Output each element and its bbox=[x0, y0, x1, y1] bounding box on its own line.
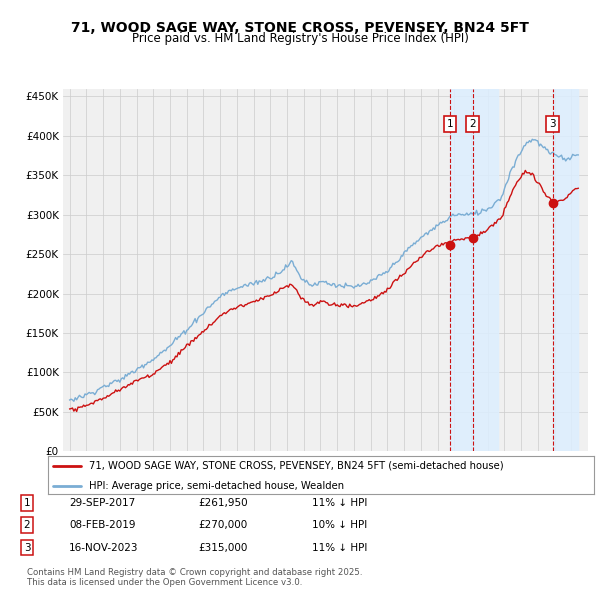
Text: £261,950: £261,950 bbox=[198, 498, 248, 507]
Bar bbox=[553, 88, 578, 451]
Text: Price paid vs. HM Land Registry's House Price Index (HPI): Price paid vs. HM Land Registry's House … bbox=[131, 32, 469, 45]
Text: 1: 1 bbox=[23, 498, 31, 507]
Text: 10% ↓ HPI: 10% ↓ HPI bbox=[312, 520, 367, 530]
Bar bbox=[450, 88, 475, 451]
Text: 2: 2 bbox=[23, 520, 31, 530]
Text: Contains HM Land Registry data © Crown copyright and database right 2025.
This d: Contains HM Land Registry data © Crown c… bbox=[27, 568, 362, 587]
Text: 1: 1 bbox=[447, 119, 454, 129]
Text: HPI: Average price, semi-detached house, Wealden: HPI: Average price, semi-detached house,… bbox=[89, 481, 344, 491]
Text: 08-FEB-2019: 08-FEB-2019 bbox=[69, 520, 136, 530]
Text: 71, WOOD SAGE WAY, STONE CROSS, PEVENSEY, BN24 5FT (semi-detached house): 71, WOOD SAGE WAY, STONE CROSS, PEVENSEY… bbox=[89, 461, 503, 471]
Text: 71, WOOD SAGE WAY, STONE CROSS, PEVENSEY, BN24 5FT: 71, WOOD SAGE WAY, STONE CROSS, PEVENSEY… bbox=[71, 21, 529, 35]
Text: 29-SEP-2017: 29-SEP-2017 bbox=[69, 498, 135, 507]
Text: 2: 2 bbox=[469, 119, 476, 129]
Text: 3: 3 bbox=[23, 543, 31, 552]
Text: 11% ↓ HPI: 11% ↓ HPI bbox=[312, 498, 367, 507]
Text: 3: 3 bbox=[549, 119, 556, 129]
Text: £315,000: £315,000 bbox=[198, 543, 247, 552]
Text: 16-NOV-2023: 16-NOV-2023 bbox=[69, 543, 139, 552]
Text: £270,000: £270,000 bbox=[198, 520, 247, 530]
Text: 11% ↓ HPI: 11% ↓ HPI bbox=[312, 543, 367, 552]
Bar bbox=[473, 88, 498, 451]
